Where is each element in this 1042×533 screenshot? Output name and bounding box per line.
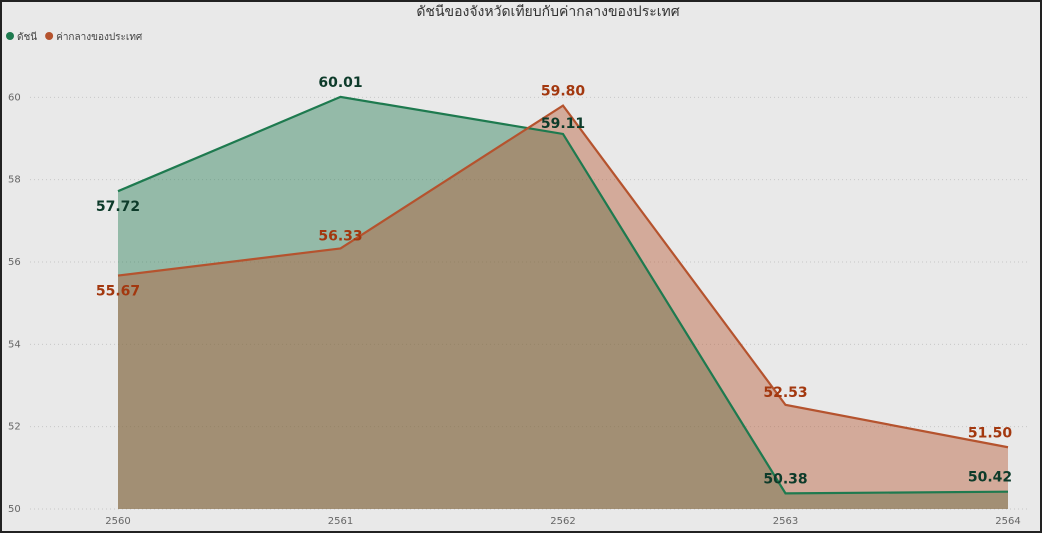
data-label: 51.50 (968, 425, 1013, 441)
y-tick-label: 56 (8, 257, 21, 268)
data-label: 52.53 (763, 385, 807, 401)
data-label: 59.11 (541, 116, 585, 132)
data-label: 50.42 (968, 470, 1012, 486)
x-tick-label: 2560 (105, 516, 130, 527)
y-tick-label: 52 (8, 422, 21, 433)
data-label: 57.72 (96, 199, 140, 215)
data-label: 59.80 (541, 84, 586, 100)
y-tick-label: 50 (8, 504, 21, 515)
y-tick-label: 60 (8, 92, 21, 103)
x-tick-label: 2564 (995, 516, 1020, 527)
data-label: 50.38 (763, 471, 807, 487)
legend-label: ค่ากลางของประเทศ (56, 32, 143, 43)
legend-marker (6, 32, 14, 40)
area (118, 105, 1008, 510)
x-tick-label: 2561 (328, 516, 353, 527)
chart-title: ดัชนีของจังหวัดเทียบกับค่ากลางของประเทศ (416, 4, 679, 20)
x-tick-label: 2563 (773, 516, 798, 527)
data-label: 60.01 (318, 75, 362, 91)
line (117, 104, 1009, 449)
data-label: 56.33 (318, 228, 362, 244)
area (118, 96, 1008, 510)
legend-marker (45, 32, 54, 40)
y-tick-label: 58 (8, 175, 21, 186)
data-label: 55.67 (96, 284, 140, 300)
y-tick-label: 54 (8, 339, 21, 350)
x-tick-label: 2562 (550, 516, 575, 527)
line (117, 95, 1009, 495)
legend-label: ดัชนี (17, 31, 37, 43)
